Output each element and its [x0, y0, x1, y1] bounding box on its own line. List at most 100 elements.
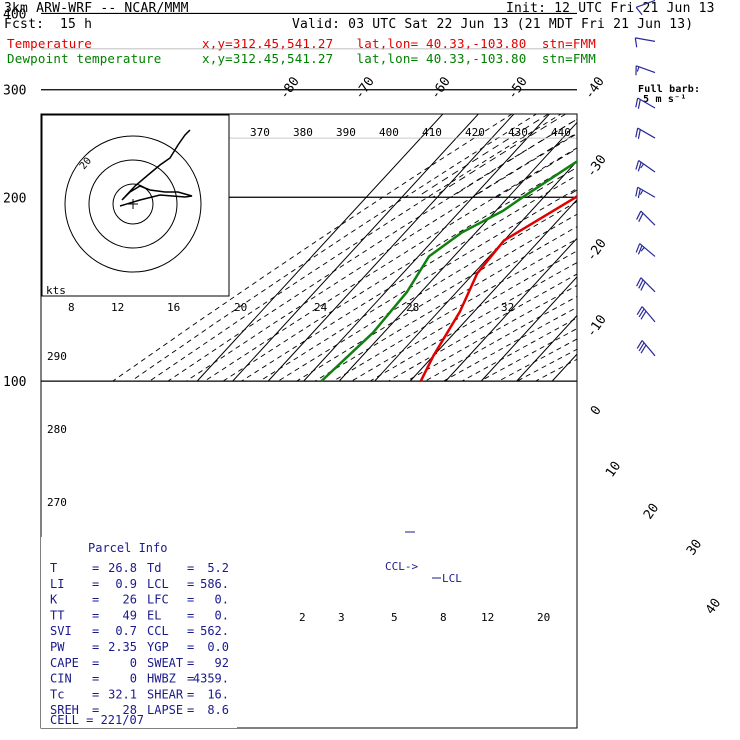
- parcel-value: 0.: [215, 608, 229, 622]
- parcel-value: 28: [123, 703, 137, 717]
- dry-adiabat-line: [149, 114, 562, 382]
- dry-adiabat-line: [369, 262, 577, 382]
- isotherm-line: [588, 0, 740, 381]
- moist-adiabat-line: [669, 0, 740, 197]
- dry-adiabat-label: 280: [47, 423, 67, 436]
- wind-barb-flag: [635, 160, 640, 170]
- hodograph-speed-label: 24: [314, 301, 328, 314]
- mixing-ratio-label: 2: [299, 611, 306, 624]
- parcel-title: Parcel Info: [88, 541, 167, 555]
- wind-barb: [635, 65, 656, 76]
- parcel-key: TT: [50, 608, 64, 622]
- theta-e-label: 420: [465, 126, 485, 139]
- forecast-hour: 15 h: [60, 17, 93, 32]
- sounding-profiles: [320, 159, 577, 383]
- parcel-key: SWEAT: [147, 656, 183, 670]
- dewpoint-location: x,y=312.45,541.27 lat,lon= 40.33,-103.80…: [202, 51, 597, 66]
- parcel-value: 8.6: [207, 703, 229, 717]
- parcel-eq: =: [187, 624, 194, 638]
- isotherm-label: -70: [352, 74, 378, 102]
- isotherm-label: -50: [505, 74, 531, 102]
- wind-barb-halfflag: [636, 66, 640, 72]
- parcel-key: CIN: [50, 672, 72, 686]
- parcel-key: EL: [147, 608, 161, 622]
- isotherm-line: [730, 0, 740, 381]
- wind-barb-halfflag: [640, 247, 645, 252]
- isotherm-label: -20: [584, 236, 610, 264]
- isotherm-line: [303, 114, 551, 382]
- hodograph-ring: [88, 159, 178, 249]
- theta-e-label: 390: [336, 126, 356, 139]
- grid-labels: 1002003004005006007008009001000-80-70-60…: [3, 7, 724, 624]
- isotherm-line: [232, 114, 480, 382]
- parcel-key: YGP: [147, 640, 169, 654]
- wind-barb: [635, 160, 656, 173]
- hodograph-speed-label: 28: [406, 301, 419, 314]
- parcel-row: CIN = 0 HWBZ =4359.: [50, 672, 229, 686]
- parcel-key: SREH: [50, 703, 79, 717]
- moist-adiabat-line: [496, 148, 577, 198]
- parcel-key: LAPSE: [147, 703, 183, 717]
- wind-barb: [635, 186, 656, 199]
- dewpoint-profile: [320, 159, 577, 383]
- parcel-value: 0.: [215, 593, 229, 607]
- parcel-eq: =: [187, 561, 194, 575]
- parcel-eq: =: [92, 640, 99, 654]
- isotherm-label: -10: [584, 312, 610, 340]
- full-barb-units: 5 m s⁻¹: [643, 94, 687, 105]
- wind-barb: [635, 127, 656, 139]
- parcel-value: 26: [123, 593, 137, 607]
- dry-adiabat-line: [388, 273, 577, 382]
- isotherm-line: [694, 0, 740, 381]
- isotherm-line: [374, 160, 577, 382]
- wind-barb-flag: [640, 281, 646, 291]
- parcel-eq: =: [92, 608, 99, 622]
- valid-time: Valid: 03 UTC Sat 22 Jun 13 (21 MDT Fri …: [292, 17, 694, 32]
- parcel-value: 0.9: [115, 577, 137, 591]
- mixing-ratio-label: 12: [481, 611, 494, 624]
- parcel-key: K: [50, 593, 58, 607]
- dry-adiabat-line: [296, 213, 577, 382]
- parcel-row: SVI = 0.7 CCL = 562.: [50, 624, 229, 638]
- wind-barb: [636, 340, 656, 357]
- mixing-ratio-label: 3: [338, 611, 345, 624]
- parcel-eq: =: [92, 624, 99, 638]
- isotherm-label: -30: [584, 152, 610, 180]
- parcel-eq: =: [92, 593, 99, 607]
- parcel-value: 0.0: [207, 640, 229, 654]
- parcel-key: HWBZ: [147, 672, 176, 686]
- parcel-value: 4359.: [193, 672, 229, 686]
- parcel-row: Tc = 32.1 SHEAR = 16.: [50, 687, 229, 701]
- parcel-eq: =: [187, 656, 194, 670]
- wind-barb-flag: [637, 245, 643, 255]
- hodograph-ring: [64, 135, 202, 273]
- parcel-key: SVI: [50, 624, 72, 638]
- wind-barb-flag: [638, 342, 645, 352]
- ccl-label: CCL->: [385, 560, 418, 573]
- parcel-info-panel: Parcel Info T = 26.8 Td = 5.2 LI = 0.9 LCL = 586. K =…: [41, 537, 237, 728]
- wind-barbs: [634, 0, 656, 357]
- wind-barb-flag: [636, 340, 643, 349]
- moist-adiabat-line: [612, 0, 740, 197]
- wind-barb: [636, 277, 656, 293]
- thermo-grid: [112, 0, 740, 382]
- dry-adiabat-line: [333, 238, 577, 382]
- temperature-location: x,y=312.45,541.27 lat,lon= 40.33,-103.80…: [202, 36, 597, 51]
- parcel-eq: =: [92, 561, 99, 575]
- parcel-row: SREH = 28 LAPSE = 8.6: [50, 703, 229, 717]
- parcel-value: 92: [215, 656, 229, 670]
- wind-barb-halfflag: [639, 189, 644, 195]
- parcel-value: 0.7: [115, 624, 137, 638]
- isotherm-label: 40: [703, 596, 724, 617]
- parcel-eq: =: [92, 577, 99, 591]
- isotherm-line: [338, 121, 577, 382]
- hodograph-speed-label: 20: [234, 301, 247, 314]
- dry-adiabat-line: [112, 114, 513, 382]
- dry-adiabat-line: [130, 114, 538, 382]
- dry-adiabat-line: [167, 118, 577, 382]
- isotherm-line: [267, 114, 515, 382]
- parcel-value: 0: [130, 656, 137, 670]
- pressure-label: 100: [3, 375, 26, 390]
- parcel-eq: =: [187, 608, 194, 622]
